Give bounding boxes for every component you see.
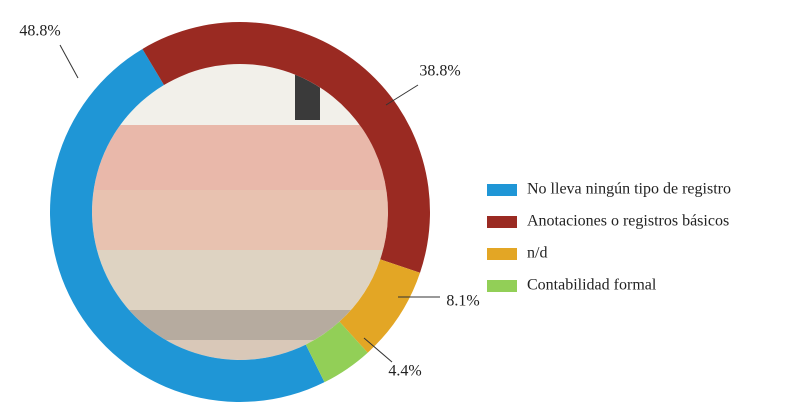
- data-label: 8.1%: [446, 293, 479, 310]
- legend-swatch: [487, 216, 517, 228]
- legend-label: Anotaciones o registros básicos: [527, 213, 729, 230]
- data-label: 4.4%: [388, 363, 421, 380]
- leader-line: [59, 44, 79, 79]
- legend-label: n/d: [527, 245, 547, 262]
- donut-slice: [339, 259, 421, 353]
- leader-line: [363, 337, 393, 363]
- leader-line: [385, 84, 419, 106]
- data-label: 48.8%: [19, 23, 60, 40]
- donut-slice: [305, 321, 368, 383]
- donut-slice: [49, 48, 325, 403]
- legend-swatch: [487, 248, 517, 260]
- legend-swatch: [487, 184, 517, 196]
- data-label: 38.8%: [419, 63, 460, 80]
- legend-swatch: [487, 280, 517, 292]
- donut-slice: [142, 22, 431, 273]
- legend-label: Contabilidad formal: [527, 277, 657, 294]
- legend-label: No lleva ningún tipo de registro: [527, 181, 731, 198]
